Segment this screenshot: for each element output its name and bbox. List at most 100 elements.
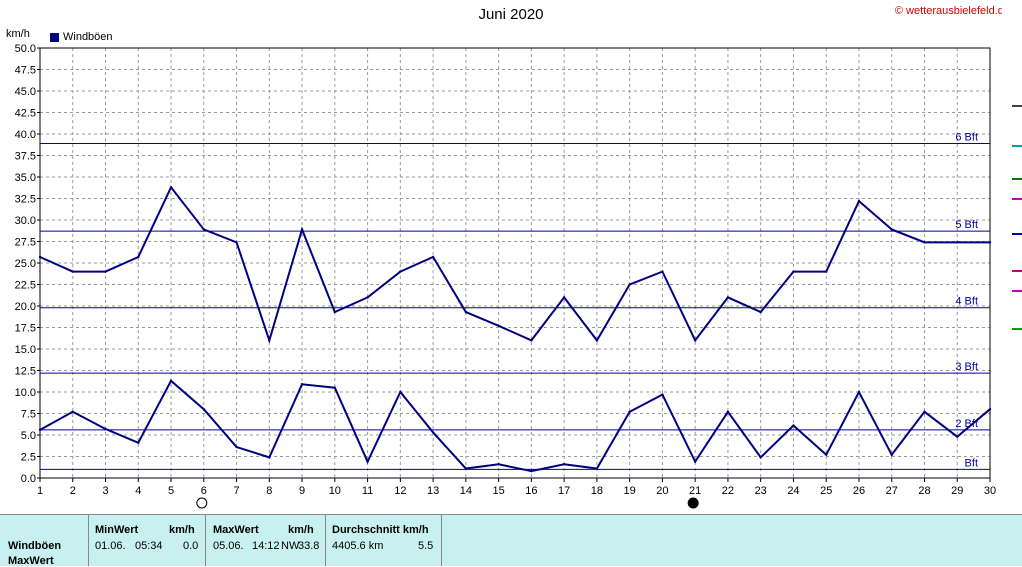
max-unit: km/h: [288, 524, 314, 536]
data-point: [562, 463, 566, 466]
beaufort-label: 4 Bft: [955, 296, 978, 308]
data-point: [759, 310, 762, 314]
y-tick-label: 27.5: [15, 237, 36, 249]
beaufort-label: 5 Bft: [955, 219, 978, 231]
x-tick-label: 18: [591, 485, 603, 497]
data-point: [104, 270, 107, 273]
data-point: [825, 270, 828, 273]
x-tick-label: 15: [492, 485, 504, 497]
legend-label: Windböen: [63, 31, 113, 43]
x-tick-label: 16: [525, 485, 537, 497]
data-point: [759, 456, 762, 459]
y-tick-label: 47.5: [15, 65, 36, 77]
y-tick-label: 0.0: [21, 473, 36, 485]
data-point: [137, 441, 140, 444]
x-tick-label: 7: [233, 485, 239, 497]
plot-frame: [39, 47, 991, 479]
copyright-link[interactable]: © wetterausbielefeld.de: [894, 5, 1010, 17]
data-point: [497, 463, 500, 466]
y-tick-label: 25.0: [15, 258, 36, 270]
data-point: [956, 241, 959, 244]
y-tick-label: 50.0: [15, 43, 36, 55]
x-tick-label: 14: [460, 485, 472, 497]
legend: Windböen: [50, 31, 113, 43]
data-point: [300, 383, 304, 386]
data-point: [202, 408, 205, 411]
side-color-mark: [1012, 105, 1022, 107]
x-tick-label: 11: [362, 485, 373, 497]
side-color-mark: [1012, 198, 1022, 200]
max-time: 14:12: [252, 540, 280, 552]
x-tick-label: 17: [558, 485, 570, 497]
data-point: [464, 467, 468, 470]
data-point: [169, 379, 173, 383]
side-color-mark: [1012, 328, 1022, 330]
new-moon-icon: [687, 497, 699, 509]
x-tick-label: 20: [656, 485, 668, 497]
y-tick-label: 37.5: [15, 151, 36, 163]
data-point: [628, 283, 631, 286]
data-point: [464, 310, 468, 314]
y-tick-label: 15.0: [15, 344, 36, 356]
x-tick-label: 9: [299, 485, 305, 497]
beaufort-label: 3 Bft: [955, 361, 978, 373]
summary-table: Windböen MaxWert MinWert km/h 01.06. 05:…: [0, 514, 1022, 567]
x-tick-label: 2: [70, 485, 76, 497]
x-tick-label: 28: [918, 485, 930, 497]
avg-distance: 4405.6 km: [332, 540, 384, 552]
x-tick-label: 1: [37, 485, 43, 497]
x-tick-label: 29: [951, 485, 963, 497]
data-point: [693, 339, 697, 342]
x-tick-label: 5: [168, 485, 174, 497]
full-moon-icon: [196, 497, 208, 509]
data-point: [71, 410, 74, 413]
data-point: [366, 460, 369, 463]
data-point: [38, 428, 42, 432]
data-point: [595, 467, 599, 470]
data-point: [988, 408, 992, 411]
y-tick-label: 20.0: [15, 301, 36, 313]
y-tick-label: 40.0: [15, 129, 36, 141]
y-tick-label: 2.5: [21, 452, 36, 464]
avg-value: 5.5: [418, 540, 434, 552]
line-chart: 0.0 2.5 5.0 7.5 10.0 12.5 15.0 17.5 20.0 22.5 25.0…: [15, 43, 996, 509]
row-label-windboeen: Windböen: [8, 540, 62, 552]
beaufort-label: 2 Bft: [955, 418, 978, 430]
max-value: 33.8: [298, 540, 320, 552]
row-label-maxwert: MaxWert: [8, 555, 54, 567]
data-point: [333, 386, 337, 389]
data-point: [726, 410, 730, 413]
data-point: [890, 453, 893, 456]
series-line-mean: [39, 379, 991, 473]
x-tick-label: 3: [102, 485, 108, 497]
data-point: [268, 456, 271, 459]
data-point: [431, 431, 435, 434]
x-tick-label: 30: [984, 485, 996, 497]
x-tick-label: 22: [722, 485, 734, 497]
data-point: [104, 427, 107, 431]
y-tick-label: 22.5: [15, 280, 36, 292]
data-point: [235, 241, 238, 244]
min-column: MinWert km/h 01.06. 05:34 0.0: [88, 515, 205, 566]
data-point: [562, 296, 566, 299]
series-line-max: [39, 185, 990, 344]
data-point: [333, 310, 337, 314]
data-point: [661, 393, 664, 396]
data-point: [431, 255, 435, 259]
y-tick-label: 17.5: [15, 323, 36, 335]
min-date: 01.06.: [95, 540, 126, 552]
data-point: [595, 339, 599, 342]
y-tick-label: 12.5: [15, 366, 36, 378]
y-axis-unit: km/h: [6, 28, 30, 40]
max-date: 05.06.: [213, 540, 244, 552]
x-tick-label: 19: [624, 485, 636, 497]
beaufort-label: Bft: [965, 457, 978, 469]
min-header: MinWert: [95, 524, 139, 536]
y-tick-label: 10.0: [15, 387, 36, 399]
min-unit: km/h: [169, 524, 195, 536]
x-tick-label: 26: [853, 485, 865, 497]
side-color-mark: [1012, 233, 1022, 235]
data-point: [137, 255, 140, 259]
side-color-mark: [1012, 145, 1022, 147]
data-point: [825, 453, 828, 456]
